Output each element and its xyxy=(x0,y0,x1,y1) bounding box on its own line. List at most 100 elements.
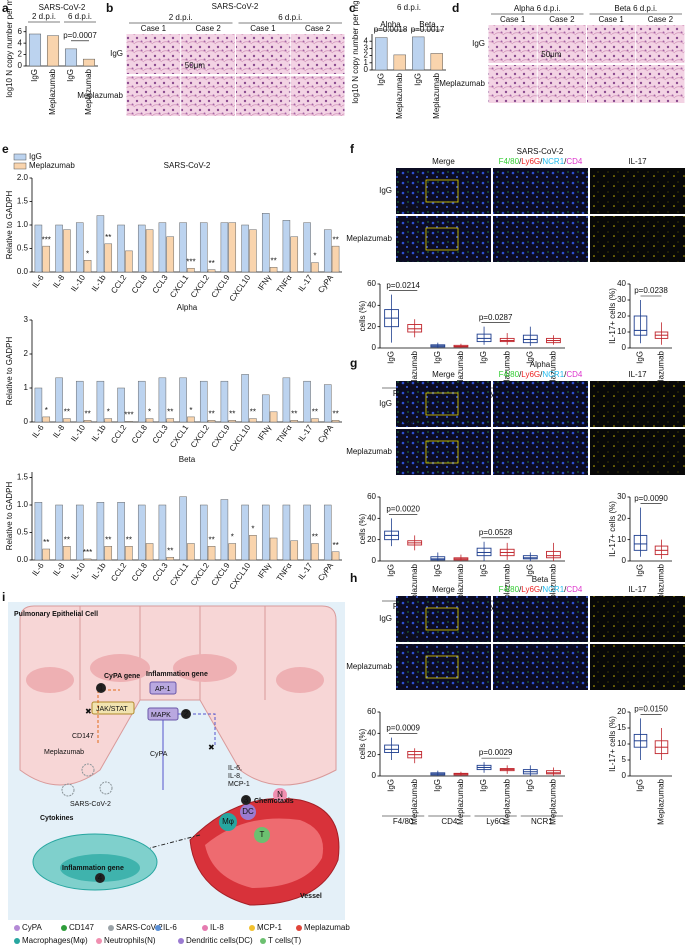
y-tick-label: 3 xyxy=(364,44,369,53)
jakstat-box xyxy=(91,701,135,715)
column-label: IL-17 xyxy=(628,370,647,379)
significance: ** xyxy=(250,408,256,417)
group-label: 2 d.p.i. xyxy=(32,12,56,21)
bar xyxy=(125,250,133,273)
fluorescence-image xyxy=(590,644,685,690)
diag-text: MCP-1 xyxy=(228,781,250,788)
y-tick-label: 20 xyxy=(617,311,626,320)
fluorescence-image xyxy=(493,168,588,214)
y-tick-label: 0.5 xyxy=(17,528,29,537)
box xyxy=(546,550,561,559)
annotation: p=0.0020 xyxy=(386,504,420,513)
significance: ** xyxy=(167,546,173,555)
marker-name: CD4 xyxy=(566,585,583,594)
y-tick-label: 10 xyxy=(617,327,626,336)
title: SARS-CoV-2 xyxy=(212,2,259,11)
column-label: Case 1 xyxy=(598,15,624,24)
legend-label: Macrophages(Mφ) xyxy=(22,936,88,945)
bar xyxy=(220,499,229,561)
x-tick-label: IL-10 xyxy=(69,273,87,294)
x-tick-label: TNFα xyxy=(275,561,294,583)
significance: ** xyxy=(64,535,70,544)
x-tick-label: Meplazumab xyxy=(456,563,465,609)
significance: ** xyxy=(312,408,318,417)
legend-label: SARS-CoV-2 xyxy=(116,923,163,932)
x-tick-label: IgG xyxy=(433,564,442,577)
step-marker xyxy=(96,683,106,693)
bar xyxy=(241,224,249,273)
bar xyxy=(117,502,125,561)
x-tick-label: IL-6 xyxy=(30,561,46,578)
bar xyxy=(261,213,270,273)
x-tick-label: IL-10 xyxy=(69,561,87,582)
bar xyxy=(75,380,84,423)
significance: * xyxy=(189,406,192,415)
x-tick-label: IL-1b xyxy=(90,273,108,294)
bar xyxy=(303,380,311,423)
column-label: Merge xyxy=(432,157,455,166)
y-tick-label: 20 xyxy=(367,750,376,759)
y-tick-label: 1 xyxy=(364,58,369,67)
roi-box xyxy=(425,392,459,416)
macrophage-nucleus xyxy=(60,854,140,882)
panel-label: g xyxy=(350,356,357,370)
bar xyxy=(145,543,154,561)
bar xyxy=(137,504,146,561)
bar xyxy=(117,387,125,423)
column-label: Case 2 xyxy=(648,15,674,24)
bar xyxy=(269,411,278,423)
row-label: IgG xyxy=(379,399,392,408)
diag-text: Pulmonary Epithelial Cell xyxy=(14,611,98,618)
fluorescence-image xyxy=(396,429,491,475)
y-tick-label: 2 xyxy=(18,50,23,59)
x-tick-label: TNFα xyxy=(275,423,294,445)
legend-label: CyPA xyxy=(22,923,43,932)
legend-icon xyxy=(249,925,255,931)
significance: ** xyxy=(43,538,49,547)
bar xyxy=(96,215,105,273)
y-label: cells (%) xyxy=(358,300,367,331)
y-tick-label: 0 xyxy=(622,556,627,565)
row-label: IgG xyxy=(379,614,392,623)
bar xyxy=(75,222,84,273)
legend-icon xyxy=(178,938,184,944)
histology-image xyxy=(537,25,586,63)
significance: ** xyxy=(167,408,173,417)
legend-label: Neutrophils(N) xyxy=(104,936,156,945)
chart-title: Alpha xyxy=(177,303,198,312)
x-tick-label: Meplazumab xyxy=(410,350,419,396)
bar xyxy=(187,543,195,561)
x-tick-label: Meplazumab xyxy=(549,563,558,609)
x-tick-label: IgG xyxy=(636,351,645,364)
chart-title: Beta xyxy=(179,455,196,464)
bar xyxy=(311,543,319,561)
marker-name: NCR1 xyxy=(542,157,564,166)
y-tick-label: 0.0 xyxy=(17,267,29,276)
x-tick-label: TNFα xyxy=(275,273,294,295)
chart-title: SARS-CoV-2 xyxy=(164,161,211,170)
y-tick-label: 15 xyxy=(617,723,626,732)
y-tick-label: 2 xyxy=(364,51,369,60)
y-tick-label: 40 xyxy=(367,728,376,737)
bar xyxy=(104,546,113,561)
legend-icon xyxy=(96,938,102,944)
annotation: p=0.0528 xyxy=(479,528,513,537)
bar xyxy=(323,504,332,561)
x-tick-label: IL-1b xyxy=(90,561,108,582)
row-label: IgG xyxy=(472,39,485,48)
y-label: cells (%) xyxy=(358,513,367,544)
box xyxy=(407,324,423,333)
bar xyxy=(96,380,105,423)
x-tick-label: IL-17 xyxy=(297,273,315,294)
column-label: Case 1 xyxy=(500,15,526,24)
y-tick-label: 0 xyxy=(372,343,377,352)
x-tick-label: IgG xyxy=(636,779,645,792)
histology-image xyxy=(126,76,181,116)
y-tick-label: 1.0 xyxy=(17,500,29,509)
marker-name: NCR1 xyxy=(542,370,564,379)
row-label: Meplazumab xyxy=(439,79,485,88)
y-tick-label: 3 xyxy=(24,315,29,324)
bar xyxy=(228,543,237,561)
x-tick-label: CXCL10 xyxy=(228,561,253,591)
